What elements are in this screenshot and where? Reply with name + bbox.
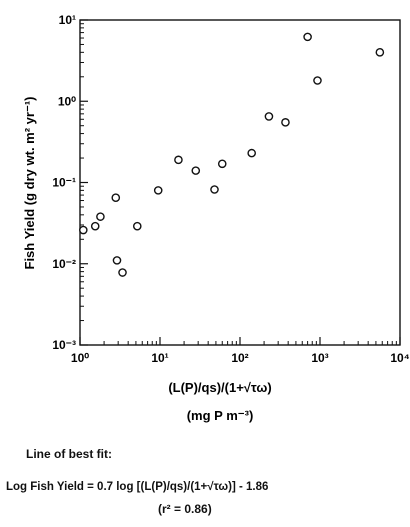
x-tick-label: 10¹: [151, 351, 168, 365]
fit-equation: Log Fish Yield = 0.7 log [(L(P)/qs)/(1+√…: [6, 481, 269, 493]
data-point: [264, 112, 274, 121]
plot-frame: [79, 19, 401, 346]
x-axis-units: (mg P m⁻³): [187, 408, 254, 423]
y-tick-label: 10¹: [59, 13, 76, 27]
data-point: [313, 76, 322, 85]
data-point: [375, 48, 385, 57]
data-point: [111, 193, 121, 203]
data-point: [191, 166, 201, 175]
scatter-chart: 10⁰ 10¹ 10² 10³ 10⁴ 10⁻³ 10⁻² 10⁻¹ 10⁰ 10¹ Fish …: [22, 13, 410, 423]
data-point: [153, 186, 163, 195]
y-axis-label: Fish Yield (g dry wt. m² yr⁻¹): [22, 97, 37, 270]
data-point: [217, 159, 227, 169]
y-tick-label: 10⁻²: [52, 257, 76, 271]
data-point: [96, 212, 105, 221]
data-point: [118, 268, 127, 277]
data-point: [112, 256, 122, 265]
y-tick-label: 10⁻³: [52, 338, 76, 352]
x-axis-label: (L(P)/qs)/(1+√τω): [168, 380, 271, 395]
r-squared: (r² = 0.86): [158, 502, 212, 516]
data-point: [303, 32, 312, 42]
y-tick-label: 10⁻¹: [52, 176, 76, 190]
y-tick-label: 10⁰: [58, 94, 76, 108]
x-tick-label: 10⁴: [390, 351, 409, 365]
data-point: [247, 148, 256, 158]
data-point: [210, 185, 219, 194]
data-point: [79, 225, 88, 235]
x-tick-label: 10⁰: [71, 351, 89, 365]
data-point: [281, 118, 290, 127]
fit-heading: Line of best fit:: [26, 447, 112, 461]
data-point: [174, 155, 183, 165]
x-tick-label: 10²: [231, 351, 248, 365]
data-point: [90, 221, 100, 231]
x-tick-label: 10³: [311, 351, 328, 365]
data-point: [132, 221, 142, 231]
